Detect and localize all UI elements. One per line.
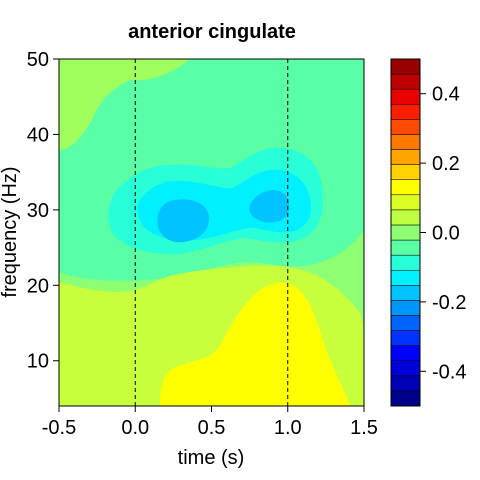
x-tick-label: 0.5 — [198, 417, 226, 439]
colorbar-swatch — [390, 194, 421, 211]
colorbar-swatch — [390, 390, 421, 407]
x-tick-label: 1.5 — [350, 417, 378, 439]
colorbar-swatch — [390, 149, 421, 165]
colorbar-swatch — [390, 360, 421, 377]
colorbar-swatch — [390, 179, 421, 196]
colorbar-tick-label: 0.2 — [432, 153, 460, 175]
colorbar-swatch — [390, 224, 421, 241]
chart-title: anterior cingulate — [128, 21, 296, 43]
y-tick-label: 20 — [27, 275, 49, 297]
region-upper-left-band — [59, 59, 190, 150]
x-tick-label: -0.5 — [42, 417, 76, 439]
colorbar-swatch — [390, 285, 421, 301]
colorbar — [390, 58, 421, 407]
reference-lines — [134, 59, 289, 406]
y-tick-label: 40 — [27, 124, 49, 146]
colorbar-swatch — [390, 315, 421, 331]
colorbar-swatch — [390, 104, 421, 120]
y-axis: 10 20 30 40 50 — [27, 49, 59, 373]
y-axis-label: frequency (Hz) — [0, 166, 21, 297]
x-axis: -0.5 0.0 0.5 1.0 1.5 — [42, 406, 378, 439]
y-tick-label: 10 — [27, 351, 49, 373]
colorbar-swatch — [390, 73, 421, 90]
region-lowfreq-peak — [160, 282, 350, 406]
x-tick-label: 1.0 — [274, 417, 302, 439]
colorbar-tick-label: 0.0 — [432, 223, 460, 245]
colorbar-swatch — [390, 345, 421, 361]
colorbar-swatch — [390, 375, 421, 392]
colorbar-swatch — [390, 239, 421, 256]
colorbar-ticks: -0.4 -0.2 0.0 0.2 0.4 — [420, 84, 466, 383]
x-axis-label: time (s) — [178, 447, 245, 469]
colorbar-tick-label: 0.4 — [432, 84, 460, 106]
colorbar-swatch — [390, 330, 421, 346]
colorbar-swatch — [390, 88, 421, 105]
colorbar-swatch — [390, 300, 421, 316]
region-minimum-right — [249, 190, 290, 223]
colorbar-swatch — [390, 58, 421, 75]
colorbar-swatch — [390, 134, 421, 150]
colorbar-swatch — [390, 269, 421, 286]
y-tick-label: 30 — [27, 200, 49, 222]
colorbar-tick-label: -0.2 — [432, 292, 466, 314]
colorbar-swatch — [390, 254, 421, 271]
region-minimum-left — [157, 199, 210, 243]
colorbar-swatch — [390, 119, 421, 135]
y-tick-label: 50 — [27, 49, 49, 71]
colorbar-swatch — [390, 209, 421, 226]
colorbar-swatch — [390, 164, 421, 180]
heatmap-plot-area — [59, 59, 364, 406]
x-tick-label: 0.0 — [121, 417, 149, 439]
colorbar-tick-label: -0.4 — [432, 361, 466, 383]
